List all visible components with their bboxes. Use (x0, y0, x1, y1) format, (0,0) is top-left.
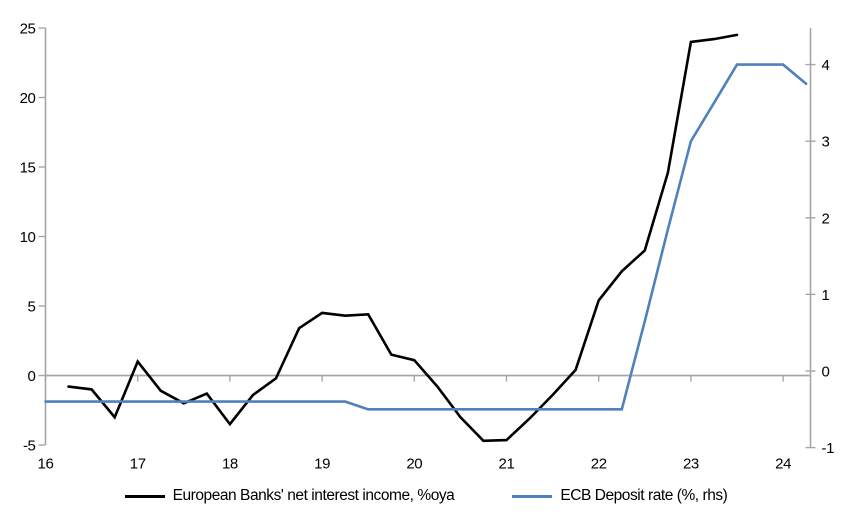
left-axis-tick-label: 10 (20, 229, 36, 246)
left-axis-tick-label: 15 (20, 160, 36, 177)
left-axis-tick-label: 25 (20, 21, 36, 38)
x-axis-tick-label: 23 (683, 456, 699, 473)
left-axis-tick-label: 5 (28, 299, 36, 316)
x-axis-tick-label: 19 (314, 456, 330, 473)
x-axis-tick-label: 24 (775, 456, 791, 473)
right-axis-tick-label: 1 (822, 287, 830, 304)
x-axis-tick-label: 18 (222, 456, 238, 473)
legend-label-net-interest-income: European Banks' net interest income, %oy… (172, 487, 455, 504)
x-axis-tick-label: 22 (591, 456, 607, 473)
legend: European Banks' net interest income, %oy… (0, 487, 852, 505)
x-axis-tick-label: 20 (406, 456, 422, 473)
legend-line-swatch-black (124, 494, 165, 498)
legend-line-swatch-blue (512, 494, 553, 498)
right-axis-tick-label: -1 (822, 440, 835, 457)
left-axis-tick-label: 20 (20, 90, 36, 107)
legend-item-net-interest-income: European Banks' net interest income, %oy… (124, 487, 455, 505)
right-axis-tick-label: 2 (822, 210, 830, 227)
series-line-net-interest-income (67, 33, 739, 443)
right-axis-tick-label: 0 (822, 364, 830, 381)
left-axis-tick-label: 0 (28, 368, 36, 385)
series-line-ecb-deposit-rate (44, 63, 808, 411)
legend-label-ecb-deposit-rate: ECB Deposit rate (%, rhs) (560, 487, 728, 504)
left-axis-tick-label: -5 (23, 438, 36, 455)
right-axis-tick-label: 3 (822, 134, 830, 151)
legend-item-ecb-deposit-rate: ECB Deposit rate (%, rhs) (512, 487, 728, 505)
x-axis-tick-label: 17 (130, 456, 146, 473)
x-axis-tick-label: 21 (499, 456, 515, 473)
right-axis-tick-label: 4 (822, 57, 830, 74)
x-axis-tick-label: 16 (38, 456, 54, 473)
